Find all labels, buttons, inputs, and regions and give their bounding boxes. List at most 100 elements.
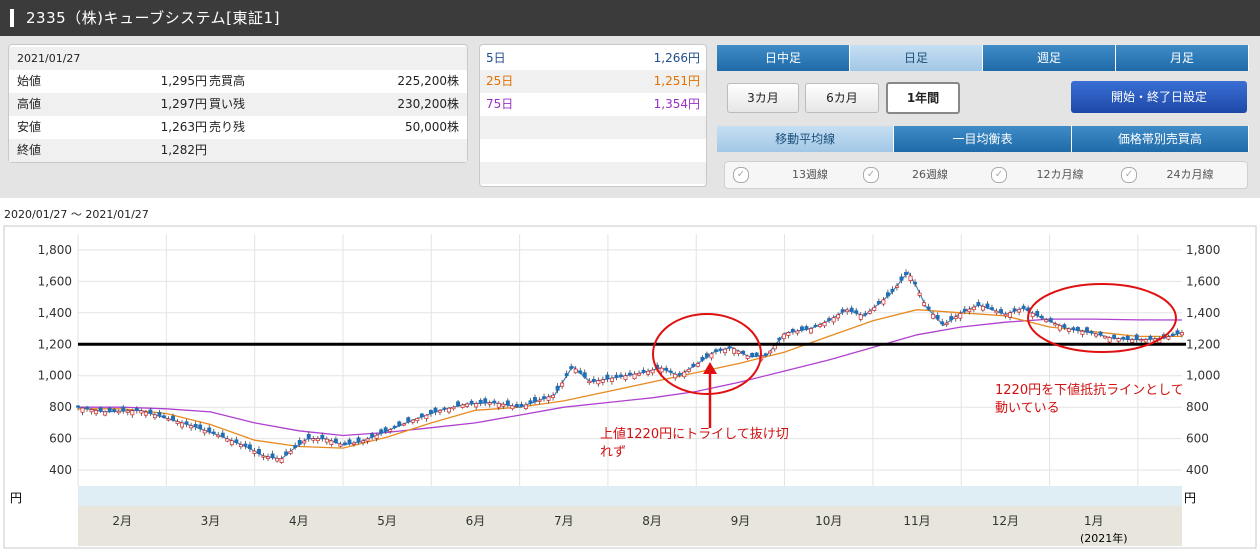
ma-label: 75日 xyxy=(486,97,514,111)
candle-body xyxy=(723,348,727,354)
date-range: 2020/01/27 〜 2021/01/27 xyxy=(4,208,149,221)
month-label: 3月 xyxy=(201,514,221,528)
candle-body xyxy=(211,431,216,434)
candle-body xyxy=(940,321,945,325)
candle-body xyxy=(881,299,886,305)
candle-body xyxy=(777,337,782,341)
candle-body xyxy=(542,396,546,399)
candle-body xyxy=(813,324,818,327)
month-label: 11月 xyxy=(903,514,930,528)
candle-body xyxy=(836,314,841,319)
candle-body xyxy=(691,363,696,367)
price-chart: 400 600 800 1,000 1,200 1,400 1,600 1,800 400 60… xyxy=(3,225,1257,549)
range-3m-button[interactable]: 3カ月 xyxy=(727,83,799,113)
candle-body xyxy=(225,438,230,442)
candle-body xyxy=(546,396,551,401)
candle-body xyxy=(496,403,501,408)
y-tick-label-left: 1,400 xyxy=(38,306,72,320)
candle-body xyxy=(1085,327,1089,333)
month-label: 12月 xyxy=(992,514,1019,528)
candle-body xyxy=(487,402,492,405)
candle-body xyxy=(510,405,515,410)
month-label: 9月 xyxy=(731,514,751,528)
candle-body xyxy=(288,450,293,454)
candle-body xyxy=(650,369,655,374)
candle-body xyxy=(252,450,257,454)
candle-body xyxy=(320,434,325,440)
candle-body xyxy=(673,373,678,379)
candle-body xyxy=(632,373,637,380)
candle-body xyxy=(976,302,981,306)
candle-body xyxy=(1089,330,1094,334)
candles xyxy=(76,269,1184,464)
candle-body xyxy=(1030,312,1035,318)
candle-body xyxy=(990,307,994,310)
candle-body xyxy=(134,407,139,411)
check-icon[interactable]: ✓ xyxy=(1121,167,1137,183)
candle-body xyxy=(1143,339,1148,343)
check-label-12m: 12カ月線 xyxy=(1036,168,1084,181)
candle-body xyxy=(962,308,967,312)
candle-body xyxy=(125,410,130,413)
ma-row-empty xyxy=(480,162,706,184)
candle-body xyxy=(116,410,121,414)
candle-body xyxy=(456,401,461,407)
candle-body xyxy=(849,307,854,312)
ma-row-75: 75日 1,354円 xyxy=(480,93,706,116)
check-label-26w: 26週線 xyxy=(912,168,948,181)
candle-body xyxy=(352,442,356,445)
candle-body xyxy=(419,413,424,418)
candle-body xyxy=(1035,311,1040,317)
range-6m-button[interactable]: 6カ月 xyxy=(805,83,879,113)
check-icon[interactable]: ✓ xyxy=(991,167,1007,183)
range-1y-button[interactable]: 1年間 xyxy=(886,82,960,114)
tab-intraday[interactable]: 日中足 xyxy=(717,45,850,71)
candle-body xyxy=(876,301,881,304)
candle-body xyxy=(478,399,483,404)
candle-body xyxy=(564,373,569,377)
candle-body xyxy=(361,440,365,444)
candle-body xyxy=(438,410,442,413)
tab-weekly[interactable]: 週足 xyxy=(983,45,1116,71)
candle-body xyxy=(293,445,298,448)
candle-body xyxy=(926,306,931,310)
candle-body xyxy=(999,309,1003,314)
tab-ichimoku[interactable]: 一目均衡表 xyxy=(894,126,1072,152)
candle-body xyxy=(904,272,908,275)
candle-body xyxy=(284,451,289,456)
tab-monthly[interactable]: 月足 xyxy=(1116,45,1249,71)
candle-body xyxy=(324,438,329,443)
check-icon[interactable]: ✓ xyxy=(863,167,879,183)
month-band xyxy=(78,506,1182,546)
ma-row-5: 5日 1,266円 xyxy=(480,47,706,70)
tab-daily[interactable]: 日足 xyxy=(850,45,983,71)
tab-moving-average[interactable]: 移動平均線 xyxy=(717,126,895,152)
indicator-tabs: 移動平均線 一目均衡表 価格帯別売買高 xyxy=(717,126,1249,152)
candle-body xyxy=(1125,335,1130,340)
candle-body xyxy=(383,427,388,432)
candle-body xyxy=(98,407,103,412)
candle-body xyxy=(247,444,252,450)
axis-band xyxy=(78,486,1182,506)
candle-body xyxy=(523,404,528,409)
candle-body xyxy=(121,406,126,412)
ma-row-empty xyxy=(480,116,706,139)
candle-body xyxy=(786,332,791,336)
tab-volume-profile[interactable]: 価格帯別売買高 xyxy=(1071,126,1249,152)
candle-body xyxy=(908,275,913,282)
check-icon[interactable]: ✓ xyxy=(733,167,749,183)
candle-body xyxy=(895,285,899,288)
candle-body xyxy=(899,276,904,281)
y-tick-label-right: 1,200 xyxy=(1186,337,1220,351)
candle-body xyxy=(424,414,429,419)
candle-body xyxy=(591,378,596,382)
candle-body xyxy=(1166,336,1171,340)
candle-body xyxy=(790,328,795,333)
candle-body xyxy=(695,363,700,367)
quote-date-row: 2021/01/27 xyxy=(9,47,467,70)
candle-body xyxy=(85,406,89,410)
candle-body xyxy=(406,417,411,423)
set-date-button[interactable]: 開始・終了日設定 xyxy=(1071,81,1247,113)
candle-body xyxy=(343,442,347,445)
annotation-text-1b: れず xyxy=(600,445,626,460)
